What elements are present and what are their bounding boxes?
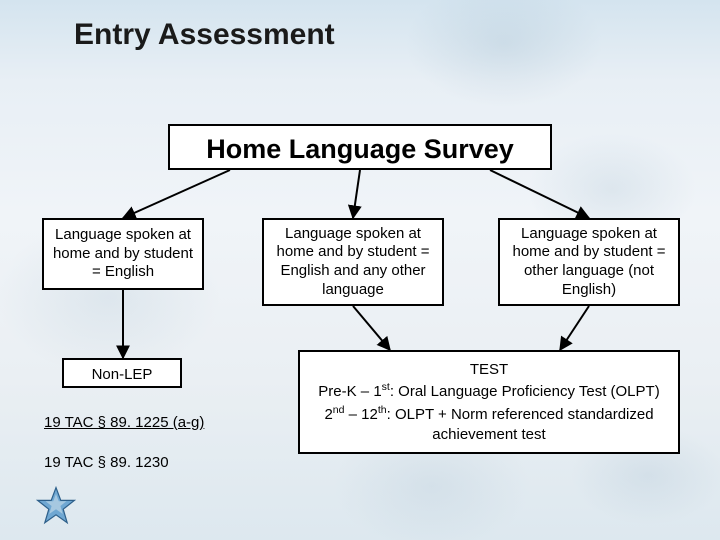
flow-branch-2: Language spoken at home and by student =… xyxy=(262,218,444,306)
reference-text: 19 TAC § 89. 1230 xyxy=(44,454,169,471)
reference-link[interactable]: 19 TAC § 89. 1225 (a-g) xyxy=(44,414,204,431)
test-line-2: Pre-K – 1st: Oral Language Proficiency T… xyxy=(310,380,668,402)
flow-top-box: Home Language Survey xyxy=(168,124,552,170)
flow-nonlep-box: Non-LEP xyxy=(62,358,182,388)
flow-test-box: TEST Pre-K – 1st: Oral Language Proficie… xyxy=(298,350,680,454)
test-line-1: TEST xyxy=(310,360,668,380)
test-line-3: 2nd – 12th: OLPT + Norm referenced stand… xyxy=(310,403,668,446)
star-icon xyxy=(36,486,76,531)
flow-branch-3: Language spoken at home and by student =… xyxy=(498,218,680,306)
page-title: Entry Assessment xyxy=(74,18,335,52)
flow-branch-1: Language spoken at home and by student =… xyxy=(42,218,204,290)
